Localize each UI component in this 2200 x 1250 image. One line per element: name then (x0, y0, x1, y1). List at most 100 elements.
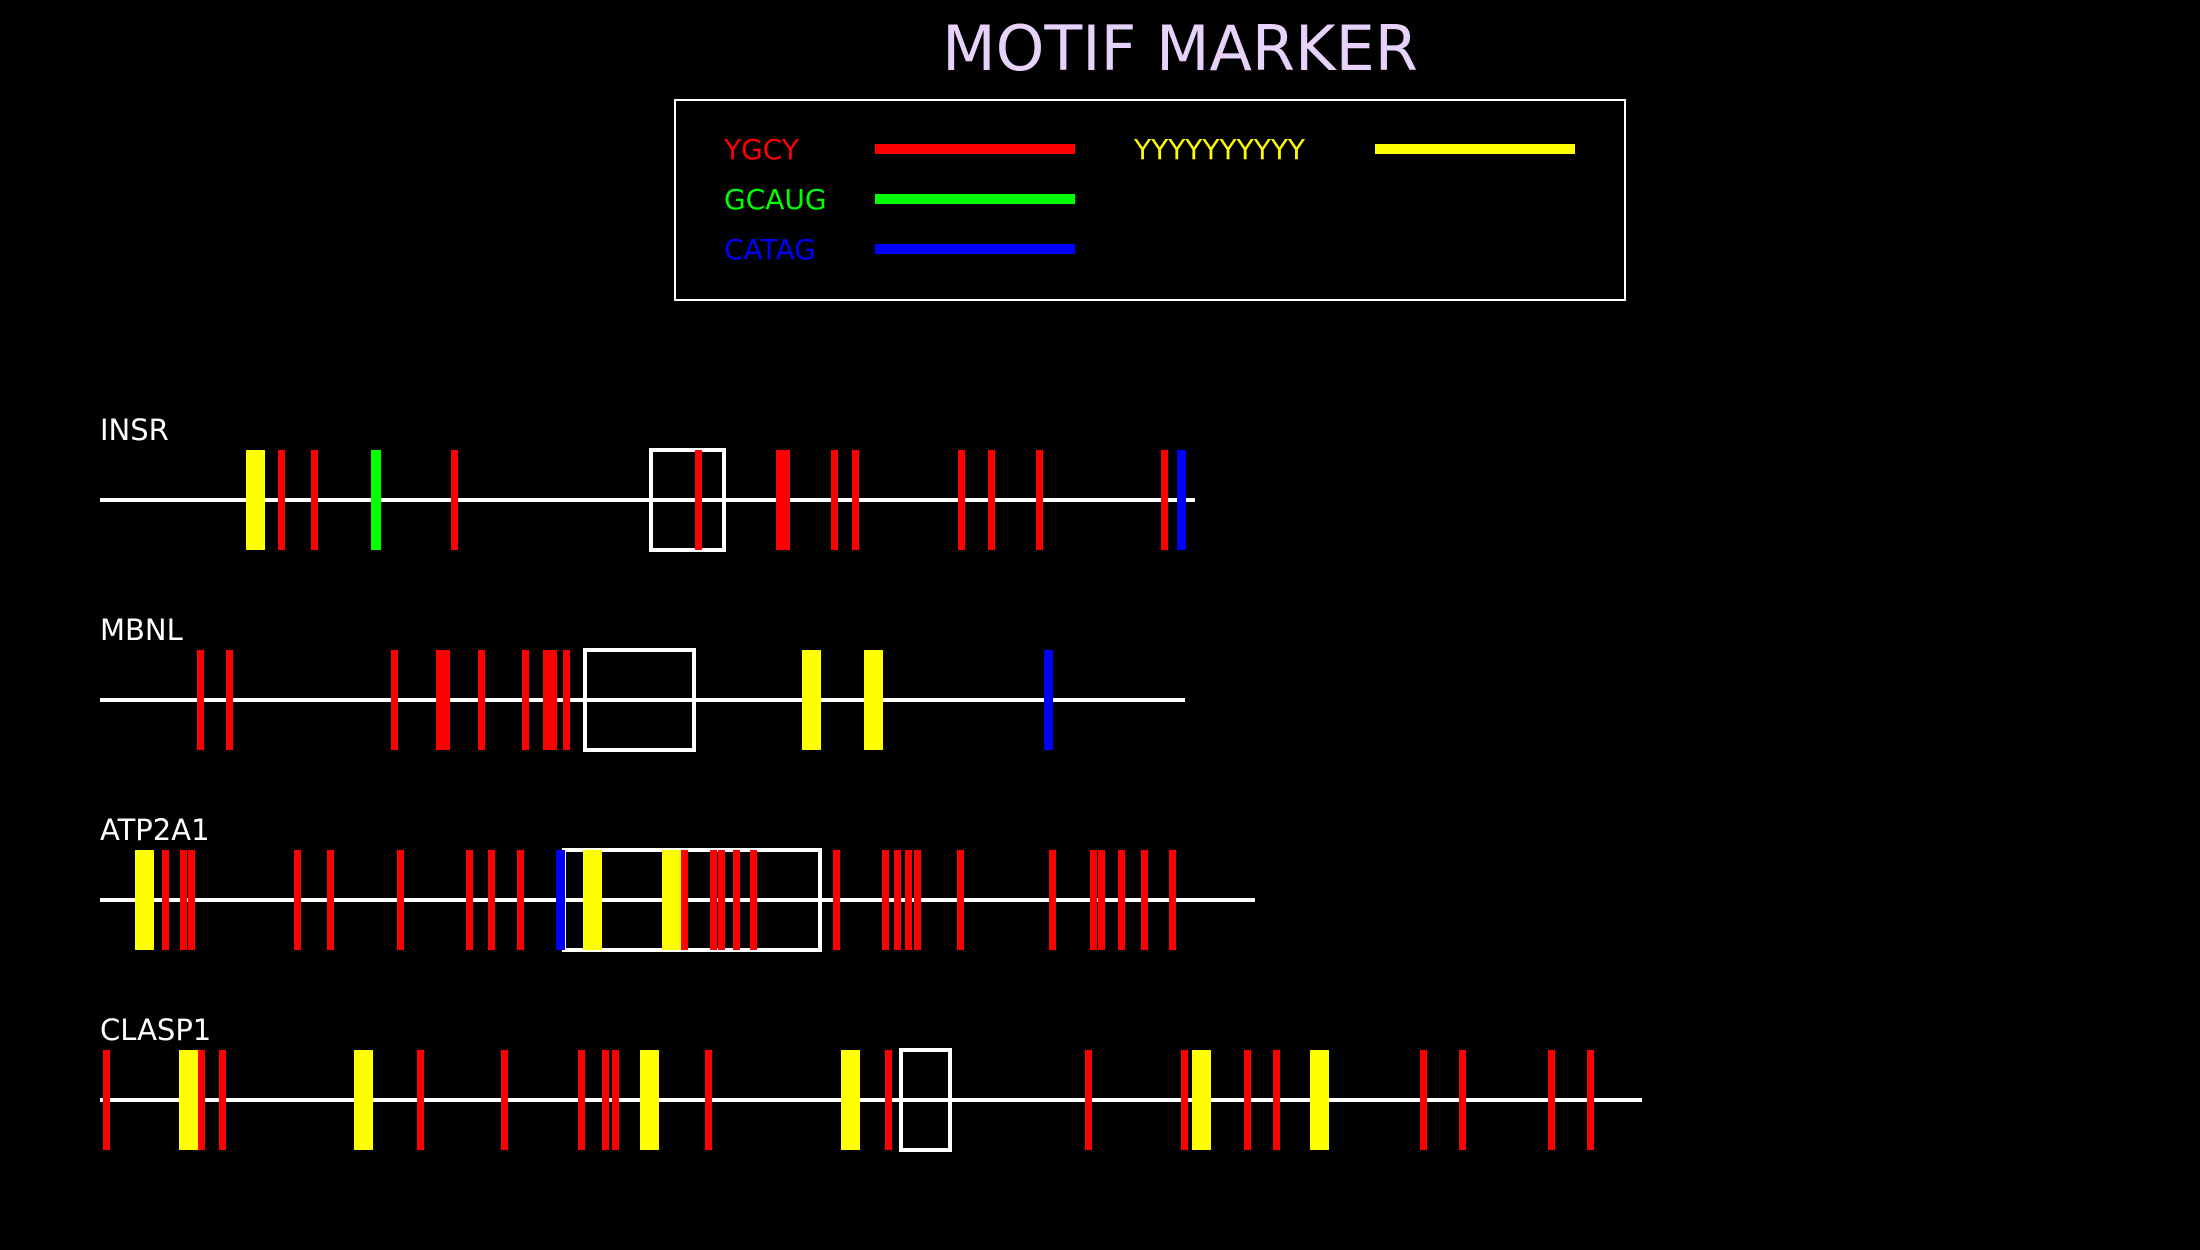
gene-label: MBNL (100, 613, 183, 647)
motif-mark-ygcy (831, 450, 838, 550)
motif-mark-ygcy (885, 1050, 892, 1150)
motif-mark-yyyyyyyyyy (662, 850, 681, 950)
gene-label: CLASP1 (100, 1013, 211, 1047)
motif-mark-ygcy (1118, 850, 1125, 950)
gene-track-insr: INSR (100, 413, 1195, 552)
motif-mark-ygcy (501, 1050, 508, 1150)
exon-box (649, 448, 726, 552)
motif-mark-ygcy (602, 1050, 609, 1150)
motif-mark-ygcy (1141, 850, 1148, 950)
motif-mark-ygcy (1548, 1050, 1555, 1150)
motif-mark-yyyyyyyyyy (583, 850, 602, 950)
motif-mark-yyyyyyyyyy (841, 1050, 860, 1150)
motif-mark-ygcy (957, 850, 964, 950)
motif-mark-ygcy (278, 450, 285, 550)
motif-mark-yyyyyyyyyy (246, 450, 265, 550)
exon-box (899, 1048, 952, 1152)
motif-mark-ygcy (311, 450, 318, 550)
motif-mark-ygcy (833, 850, 840, 950)
motif-mark-ygcy (226, 650, 233, 750)
gene-track-mbnl: MBNL (100, 613, 1185, 752)
motif-mark-ygcy (103, 1050, 110, 1150)
motif-mark-ygcy (327, 850, 334, 950)
motif-mark-ygcy (391, 650, 398, 750)
motif-mark-ygcy (783, 450, 790, 550)
motif-mark-ygcy (612, 1050, 619, 1150)
motif-mark-ygcy (1090, 850, 1097, 950)
motif-mark-yyyyyyyyyy (1310, 1050, 1329, 1150)
motif-mark-catag (1177, 450, 1186, 550)
motif-mark-ygcy (578, 1050, 585, 1150)
motif-mark-ygcy (988, 450, 995, 550)
motif-mark-yyyyyyyyyy (802, 650, 821, 750)
motif-mark-ygcy (776, 450, 783, 550)
motif-mark-ygcy (563, 650, 570, 750)
motif-mark-ygcy (197, 650, 204, 750)
motif-mark-ygcy (695, 450, 702, 550)
motif-mark-ygcy (958, 450, 965, 550)
motif-mark-ygcy (1161, 450, 1168, 550)
motif-mark-ygcy (718, 850, 725, 950)
motif-mark-ygcy (436, 650, 443, 750)
motif-mark-ygcy (882, 850, 889, 950)
motif-mark-ygcy (543, 650, 550, 750)
motif-mark-ygcy (488, 850, 495, 950)
motif-mark-ygcy (1085, 1050, 1092, 1150)
motif-mark-ygcy (466, 850, 473, 950)
motif-mark-yyyyyyyyyy (179, 1050, 198, 1150)
legend: YGCY GCAUG CATAG YYYYYYYYYY (674, 99, 1626, 301)
motif-mark-ygcy (914, 850, 921, 950)
legend-label-ygcy: YGCY (723, 133, 800, 166)
motif-mark-ygcy (1181, 1050, 1188, 1150)
motif-mark-ygcy (397, 850, 404, 950)
legend-label-yyyyyyyyyy: YYYYYYYYYY (1133, 133, 1306, 166)
motif-mark-ygcy (1036, 450, 1043, 550)
motif-mark-ygcy (1420, 1050, 1427, 1150)
motif-mark-yyyyyyyyyy (640, 1050, 659, 1150)
motif-mark-ygcy (681, 850, 688, 950)
motif-mark-ygcy (905, 850, 912, 950)
motif-mark-ygcy (710, 850, 717, 950)
motif-mark-ygcy (451, 450, 458, 550)
motif-mark-ygcy (522, 650, 529, 750)
gene-track-atp2a1: ATP2A1 (100, 813, 1255, 952)
motif-mark-ygcy (894, 850, 901, 950)
motif-mark-catag (1044, 650, 1053, 750)
motif-mark-yyyyyyyyyy (135, 850, 154, 950)
motif-mark-ygcy (1587, 1050, 1594, 1150)
motif-mark-yyyyyyyyyy (354, 1050, 373, 1150)
gene-label: ATP2A1 (100, 813, 210, 847)
legend-label-catag: CATAG (724, 233, 816, 266)
motif-mark-ygcy (180, 850, 187, 950)
motif-mark-ygcy (294, 850, 301, 950)
motif-mark-ygcy (1049, 850, 1056, 950)
motif-mark-ygcy (417, 1050, 424, 1150)
legend-label-gcaug: GCAUG (724, 183, 827, 216)
motif-mark-ygcy (1459, 1050, 1466, 1150)
motif-mark-yyyyyyyyyy (864, 650, 883, 750)
motif-mark-ygcy (478, 650, 485, 750)
motif-mark-ygcy (188, 850, 195, 950)
motif-mark-ygcy (1244, 1050, 1251, 1150)
motif-mark-ygcy (162, 850, 169, 950)
motif-mark-ygcy (733, 850, 740, 950)
motif-mark-yyyyyyyyyy (1192, 1050, 1211, 1150)
motif-mark-ygcy (219, 1050, 226, 1150)
motif-mark-ygcy (443, 650, 450, 750)
motif-mark-ygcy (852, 450, 859, 550)
page-title: MOTIF MARKER (942, 12, 1418, 85)
exon-box (583, 648, 696, 752)
motif-mark-ygcy (750, 850, 757, 950)
motif-mark-gcaug (371, 450, 381, 550)
motif-mark-ygcy (550, 650, 557, 750)
motif-mark-ygcy (517, 850, 524, 950)
motif-mark-ygcy (705, 1050, 712, 1150)
gene-track-clasp1: CLASP1 (100, 1013, 1642, 1152)
legend-frame (674, 99, 1626, 301)
gene-label: INSR (100, 413, 169, 447)
motif-mark-ygcy (1098, 850, 1105, 950)
motif-mark-catag (556, 850, 565, 950)
motif-mark-ygcy (198, 1050, 205, 1150)
motif-mark-ygcy (1169, 850, 1176, 950)
